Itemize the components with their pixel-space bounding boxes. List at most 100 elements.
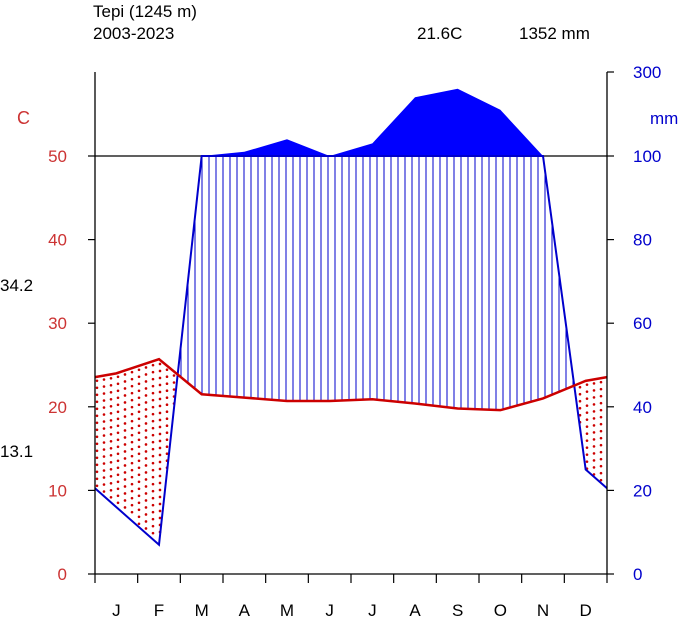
dry-dot	[130, 419, 134, 423]
dry-dot	[137, 410, 141, 414]
dry-dot	[109, 384, 113, 387]
dry-dot	[599, 436, 603, 440]
period-label: 2003-2023	[93, 24, 174, 43]
left-axis-unit: C	[17, 108, 30, 128]
dry-dot	[123, 373, 127, 376]
dry-dot	[592, 438, 596, 441]
dry-dot	[95, 386, 99, 390]
dry-dot	[144, 513, 148, 516]
dry-dot	[102, 455, 106, 458]
dry-dot	[116, 417, 120, 421]
left-axis-tick-label: 0	[58, 565, 67, 584]
dry-dot	[123, 380, 127, 383]
dry-dot	[116, 382, 120, 386]
dry-dot	[151, 370, 155, 374]
right-axis-tick-label: 80	[633, 231, 652, 250]
dry-dot	[130, 384, 134, 388]
dry-dot	[165, 410, 169, 414]
dry-dot	[592, 389, 596, 392]
dry-dot	[123, 478, 127, 481]
dry-dot	[585, 383, 589, 386]
dry-dot	[585, 404, 589, 407]
dry-dot	[130, 482, 134, 486]
dry-dot	[144, 387, 148, 390]
dry-dot	[116, 424, 120, 428]
dry-dot	[151, 510, 155, 514]
dry-dot	[116, 438, 120, 442]
dry-dot	[109, 496, 113, 499]
dry-dot	[137, 466, 141, 470]
dry-dot	[151, 391, 155, 395]
month-label: O	[494, 601, 507, 620]
dry-dot	[109, 426, 113, 429]
dry-dot	[95, 421, 99, 425]
dry-dot	[137, 396, 141, 400]
dry-dot	[592, 410, 596, 413]
dry-dot	[144, 373, 148, 376]
dry-dot	[109, 468, 113, 471]
dry-dot	[144, 478, 148, 481]
dry-dot	[123, 401, 127, 404]
dry-dot	[592, 431, 596, 434]
dry-dot	[158, 516, 162, 520]
dry-dot	[144, 401, 148, 404]
dry-dot	[116, 452, 120, 456]
month-label: J	[368, 601, 377, 620]
dry-dot	[158, 439, 162, 443]
dry-dot	[102, 378, 106, 381]
dry-dot	[130, 503, 134, 507]
dry-dot	[116, 487, 120, 491]
dry-dot	[102, 399, 106, 402]
dry-dot	[172, 381, 176, 384]
dry-dot	[172, 374, 176, 377]
dry-dot	[116, 389, 120, 393]
month-label: N	[537, 601, 549, 620]
dry-dot	[137, 452, 141, 456]
temperature-line	[94, 357, 608, 412]
dry-dot	[123, 394, 127, 397]
dry-dot	[144, 408, 148, 411]
dry-dot	[599, 401, 603, 405]
dry-dot	[592, 403, 596, 406]
dry-dot	[158, 411, 162, 415]
dry-dot	[592, 417, 596, 420]
dry-dot	[123, 443, 127, 446]
dry-dot	[109, 461, 113, 464]
dry-dot	[137, 522, 141, 526]
dry-dot	[144, 492, 148, 495]
dry-dot	[137, 375, 141, 379]
right-axis-tick-label: 20	[633, 481, 652, 500]
dry-dot	[109, 419, 113, 422]
dry-dot	[102, 420, 106, 423]
dry-dot	[109, 440, 113, 443]
month-label: A	[409, 601, 421, 620]
dry-dot	[130, 510, 134, 514]
dry-dot	[95, 400, 99, 404]
humid-hatch	[180, 156, 574, 410]
dry-dot	[599, 478, 603, 482]
dry-dot	[144, 471, 148, 474]
dry-dot	[116, 403, 120, 407]
dry-dot	[109, 482, 113, 485]
dry-dot	[151, 447, 155, 451]
dry-dot	[585, 432, 589, 435]
dry-dot	[158, 432, 162, 436]
dry-dot	[585, 390, 589, 393]
dry-dot	[151, 363, 155, 367]
dry-dot	[123, 457, 127, 460]
dry-dot	[151, 524, 155, 528]
dry-dot	[109, 391, 113, 394]
dry-dot	[95, 393, 99, 397]
dry-dot	[123, 471, 127, 474]
dry-dot	[130, 377, 134, 381]
dry-dot	[151, 531, 155, 535]
dry-dot	[585, 397, 589, 400]
dry-dot	[158, 453, 162, 457]
dry-dot	[109, 454, 113, 457]
month-label: J	[112, 601, 121, 620]
dry-dot	[109, 447, 113, 450]
dry-dot	[116, 396, 120, 400]
dry-dot	[158, 460, 162, 464]
dry-dot	[95, 470, 99, 474]
dry-dot	[137, 368, 141, 372]
